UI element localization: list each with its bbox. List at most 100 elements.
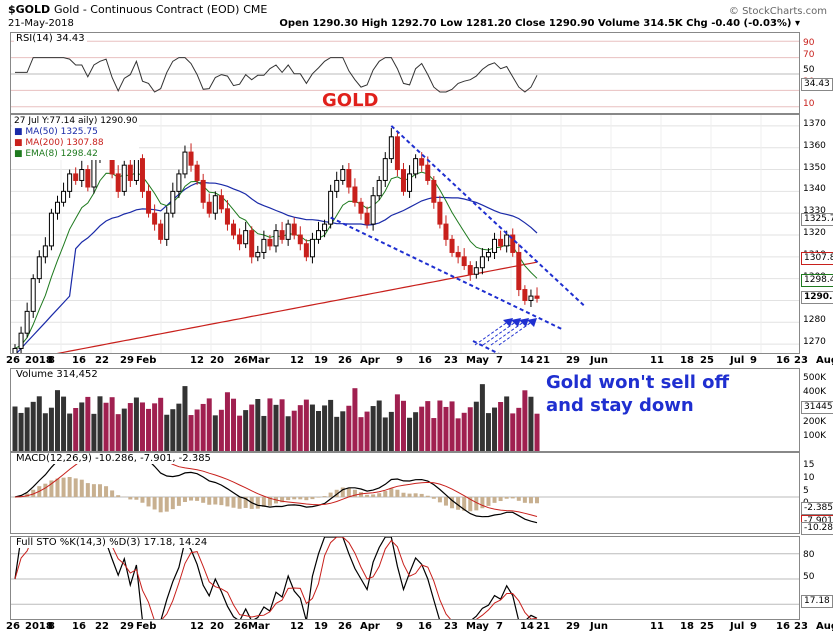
volume-bar bbox=[279, 399, 285, 451]
macd-histogram bbox=[535, 497, 540, 504]
candle bbox=[73, 173, 79, 181]
price-tick: 1340 bbox=[803, 184, 826, 195]
volume-bar bbox=[297, 405, 303, 451]
chart-symbol: $GOLD Gold - Continuous Contract (EOD) C… bbox=[8, 3, 268, 16]
volume-bar bbox=[370, 406, 376, 451]
x-axis-bottom: 26 2018 8 16 22 29 Feb 12 20 26 Mar 12 19 26 Apr 9 16 23 M… bbox=[6, 621, 833, 633]
x-tick-label: 26 bbox=[338, 355, 352, 366]
candle bbox=[449, 238, 455, 253]
macd-histogram bbox=[182, 497, 187, 502]
price-panel bbox=[10, 114, 800, 354]
sto-axis: 80 50 bbox=[801, 536, 833, 620]
candle bbox=[352, 186, 358, 203]
candle bbox=[85, 169, 91, 188]
upper-trendline bbox=[390, 125, 587, 308]
volume-bar bbox=[91, 413, 97, 451]
volume-bar bbox=[498, 402, 504, 451]
price-tick: 1370 bbox=[803, 118, 826, 129]
volume-bar bbox=[224, 392, 230, 451]
candle bbox=[91, 158, 97, 188]
volume-bar bbox=[12, 406, 18, 451]
chart-date: 21-May-2018 bbox=[8, 18, 74, 29]
x-tick-label: 20 bbox=[210, 621, 224, 632]
rsi-panel bbox=[10, 32, 800, 114]
x-tick-label: 26 bbox=[234, 355, 248, 366]
volume-bar bbox=[291, 410, 297, 451]
volume-bar bbox=[400, 400, 406, 451]
volume-bar bbox=[285, 416, 291, 451]
arrow-head bbox=[503, 318, 513, 327]
volume-bar bbox=[431, 418, 437, 451]
x-tick-label: 14 bbox=[520, 355, 534, 366]
candle bbox=[231, 223, 237, 236]
x-tick-label: Mar bbox=[248, 621, 270, 632]
volume-bar bbox=[182, 386, 188, 451]
x-tick-label: 16 bbox=[776, 355, 790, 366]
volume-bar bbox=[121, 408, 127, 451]
candle bbox=[285, 223, 291, 240]
x-tick-label: 23 bbox=[444, 621, 458, 632]
legend-ma50: ■ MA(50) 1325.75 bbox=[14, 127, 98, 137]
x-tick-label: 21 bbox=[536, 355, 550, 366]
volume-panel bbox=[10, 368, 800, 452]
price-tick: 1270 bbox=[803, 337, 826, 348]
x-tick-label: 26 bbox=[6, 355, 20, 366]
volume-bar bbox=[352, 388, 358, 451]
candle bbox=[273, 230, 279, 247]
arrow-head bbox=[527, 318, 537, 327]
candle bbox=[370, 195, 376, 225]
x-tick-label: 26 bbox=[6, 621, 20, 632]
volume-bar bbox=[516, 407, 522, 451]
macd-histogram bbox=[516, 497, 521, 501]
candle bbox=[437, 201, 443, 225]
x-tick-label: 16 bbox=[418, 355, 432, 366]
x-tick-label: May bbox=[466, 621, 489, 632]
volume-bar bbox=[382, 417, 388, 451]
x-tick-label: 16 bbox=[72, 621, 86, 632]
annotation-line-1: Gold won't sell off bbox=[546, 372, 730, 393]
candle bbox=[504, 234, 510, 247]
x-tick-label: 7 bbox=[496, 355, 503, 366]
macd-histogram bbox=[377, 493, 382, 497]
candle bbox=[48, 212, 54, 247]
macd-histogram bbox=[389, 488, 394, 497]
candle bbox=[522, 289, 528, 301]
candle bbox=[461, 256, 467, 267]
candle bbox=[279, 230, 285, 240]
volume-bar bbox=[364, 411, 370, 451]
macd-histogram bbox=[401, 492, 406, 497]
candle bbox=[528, 295, 534, 301]
volume-bar bbox=[127, 403, 133, 451]
macd-histogram bbox=[31, 489, 36, 497]
candle bbox=[492, 238, 498, 253]
x-tick-label: Apr bbox=[360, 355, 380, 366]
candle bbox=[425, 164, 431, 181]
candle bbox=[358, 201, 364, 214]
candle bbox=[394, 136, 400, 171]
volume-bar bbox=[30, 401, 36, 451]
macd-histogram bbox=[328, 492, 333, 497]
volume-bar bbox=[188, 415, 194, 451]
macd-histogram bbox=[140, 497, 145, 503]
candle bbox=[510, 234, 516, 253]
macd-histogram bbox=[176, 497, 181, 506]
volume-bar bbox=[303, 399, 309, 451]
candle bbox=[243, 230, 249, 245]
volume-bar bbox=[437, 400, 443, 451]
volume-bar bbox=[473, 401, 479, 451]
volume-bar bbox=[467, 407, 473, 451]
candle bbox=[473, 267, 479, 275]
macd-histogram bbox=[346, 487, 351, 497]
candle bbox=[267, 238, 273, 247]
volume-bar bbox=[176, 403, 182, 451]
x-tick-label: 11 bbox=[650, 621, 664, 632]
macd-histogram bbox=[280, 497, 285, 503]
macd-histogram bbox=[456, 497, 461, 510]
candle bbox=[115, 173, 121, 192]
macd-histogram bbox=[425, 495, 430, 497]
volume-bar bbox=[67, 413, 73, 451]
candle bbox=[200, 179, 206, 203]
volume-bar bbox=[249, 404, 255, 451]
ma50-line bbox=[16, 181, 538, 353]
